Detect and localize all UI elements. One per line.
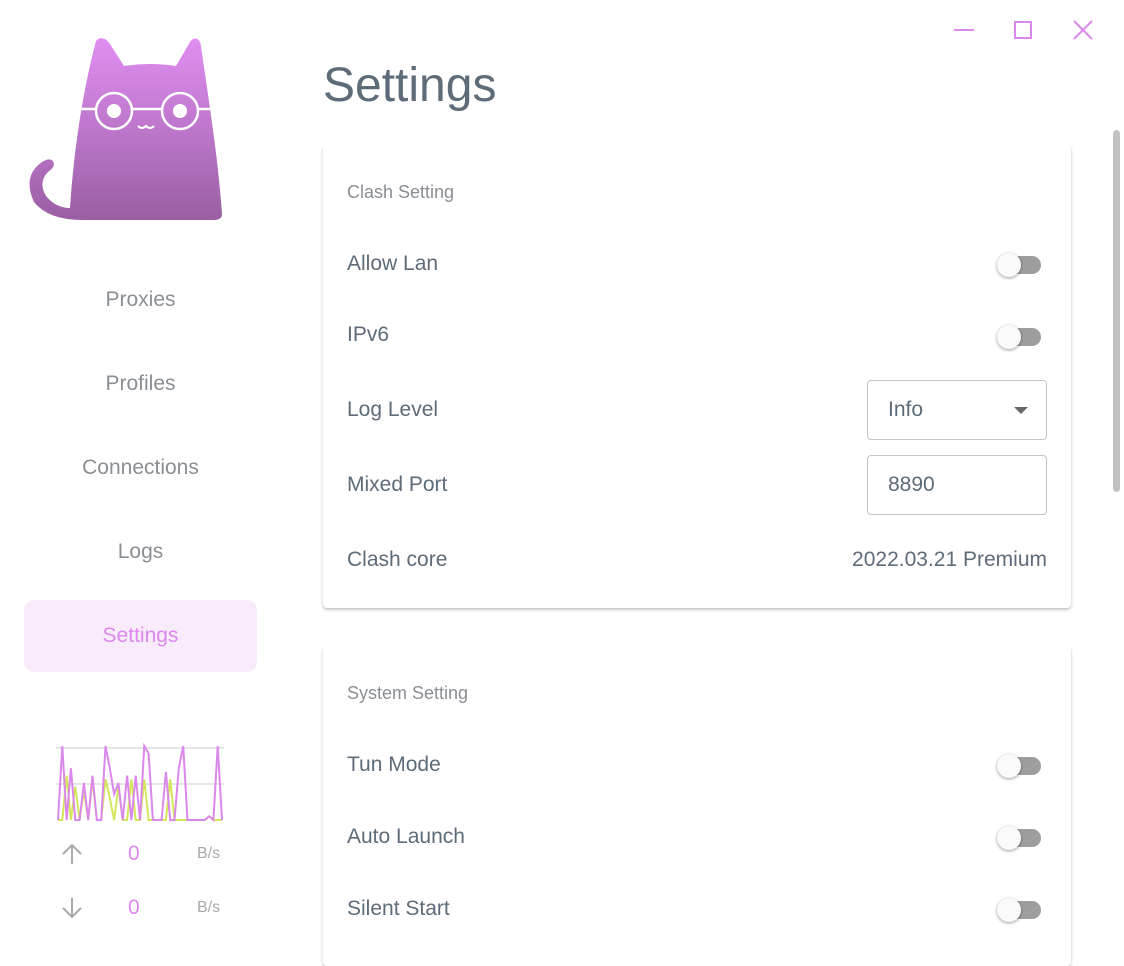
upload-speed: 0 B/s [60,842,230,872]
silent-start-label: Silent Start [347,897,450,920]
page-title: Settings [323,59,497,112]
sidebar-item-label: Logs [117,540,164,563]
sidebar-item-logs[interactable]: Logs [24,516,257,588]
maximize-icon[interactable] [1011,18,1035,42]
upload-value: 0 [128,842,140,865]
ipv6-label: IPv6 [347,323,390,346]
mixed-port-value: 8890 [888,473,935,496]
clash-core-label: Clash core [347,548,448,571]
close-icon[interactable] [1071,18,1095,42]
clash-setting-card: Clash Setting Allow Lan IPv6 Log Level I… [323,145,1071,608]
download-unit: B/s [197,899,221,916]
download-series [57,742,223,823]
sidebar-item-settings[interactable]: Settings [24,600,257,672]
download-speed: 0 B/s [60,896,230,926]
scrollbar[interactable] [1113,130,1120,492]
upload-unit: B/s [197,845,221,862]
allow-lan-toggle[interactable] [997,253,1041,277]
silent-start-toggle[interactable] [997,898,1041,922]
tun-mode-toggle[interactable] [997,754,1041,778]
mixed-port-label: Mixed Port [347,473,448,496]
card-title: Clash Setting [347,182,455,202]
sidebar-item-label: Profiles [105,372,176,395]
auto-launch-label: Auto Launch [347,825,465,848]
sidebar-item-connections[interactable]: Connections [24,432,257,504]
tun-mode-label: Tun Mode [347,753,441,776]
ipv6-toggle[interactable] [997,325,1041,349]
traffic-graph [56,742,224,823]
sidebar-item-label: Settings [102,624,179,647]
arrow-up-icon [62,843,82,864]
card-title: System Setting [347,683,469,703]
allow-lan-label: Allow Lan [347,252,439,275]
sidebar-item-profiles[interactable]: Profiles [24,348,257,420]
dropdown-arrow-icon [1014,407,1028,414]
system-setting-card: System Setting Tun Mode Auto Launch Sile… [323,646,1071,966]
auto-launch-toggle[interactable] [997,826,1041,850]
sidebar-item-proxies[interactable]: Proxies [24,264,257,336]
log-level-select[interactable]: Info [867,380,1047,440]
sidebar-item-label: Connections [82,456,199,479]
sidebar-item-label: Proxies [105,288,176,311]
minimize-icon[interactable] [952,18,976,42]
download-value: 0 [128,896,140,919]
arrow-down-icon [62,898,82,919]
clash-core-version: 2022.03.21 Premium [852,548,1047,571]
log-level-label: Log Level [347,398,439,421]
cat-logo [29,38,222,221]
mixed-port-input[interactable]: 8890 [867,455,1047,515]
sidebar: Proxies Profiles Connections Logs Settin… [0,0,280,937]
log-level-value: Info [888,398,924,421]
